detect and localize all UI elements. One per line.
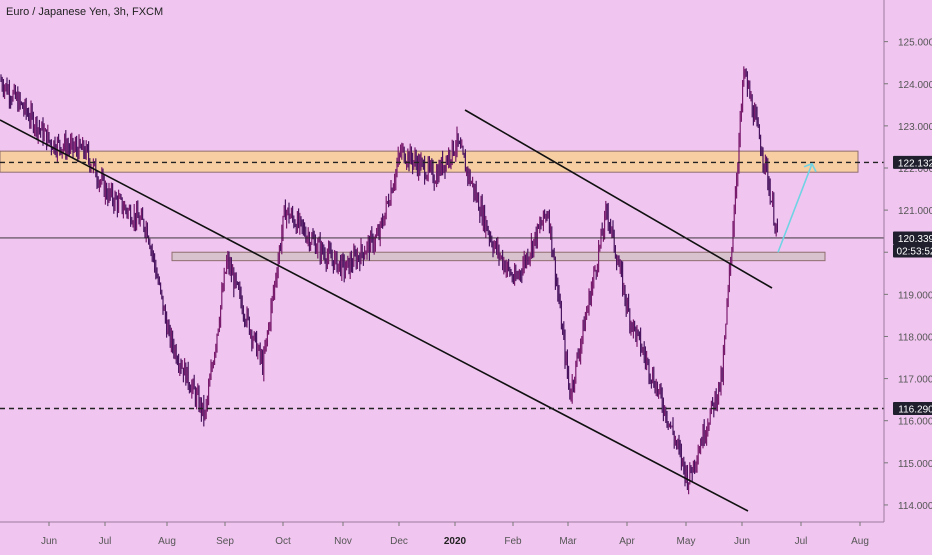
y-tick-label: 121.000 (898, 206, 932, 217)
y-tick-label: 119.000 (898, 290, 932, 301)
x-tick-label: Sep (216, 536, 234, 547)
x-tick-label: Jun (734, 536, 750, 547)
countdown-box (893, 244, 932, 258)
x-tick-label: Jun (41, 536, 57, 547)
projection-arrow[interactable] (777, 163, 813, 253)
y-tick-label: 123.000 (898, 122, 932, 133)
price-label-box (893, 155, 932, 169)
y-tick-label: 122.000 (898, 164, 932, 175)
y-tick-label: 115.000 (898, 459, 932, 470)
x-tick-label: Nov (334, 536, 352, 547)
x-tick-label: Oct (275, 536, 291, 547)
trendline[interactable] (464, 109, 773, 289)
chart-title: Euro / Japanese Yen, 3h, FXCM (6, 6, 164, 18)
x-tick-label: Dec (390, 536, 408, 547)
x-tick-label: Aug (851, 536, 869, 547)
x-tick-label: Feb (504, 536, 522, 547)
y-tick-label: 124.000 (898, 80, 932, 91)
y-tick-label: 117.000 (898, 375, 932, 386)
y-tick-label: 118.000 (898, 332, 932, 343)
x-tick-label: Aug (158, 536, 176, 547)
countdown-label: 02:53:52 (897, 246, 932, 257)
arrow-head-icon (803, 162, 817, 173)
x-tick-label: Jul (795, 536, 808, 547)
x-tick-label: May (677, 536, 696, 547)
x-tick-label: Mar (559, 536, 577, 547)
y-tick-label: 114.000 (898, 501, 932, 512)
x-tick-label: Apr (619, 536, 635, 547)
x-tick-label: Jul (99, 536, 112, 547)
y-tick-label: 116.000 (898, 417, 932, 428)
y-tick-label: 125.000 (898, 38, 932, 49)
price-label: 116.290 (898, 404, 932, 415)
price-label: 120.339 (898, 234, 932, 245)
trendline[interactable] (0, 119, 749, 512)
x-tick-label: 2020 (444, 536, 467, 547)
price-label: 122.132 (898, 158, 932, 169)
price-label-box (893, 231, 932, 245)
price-label-box (893, 401, 932, 415)
